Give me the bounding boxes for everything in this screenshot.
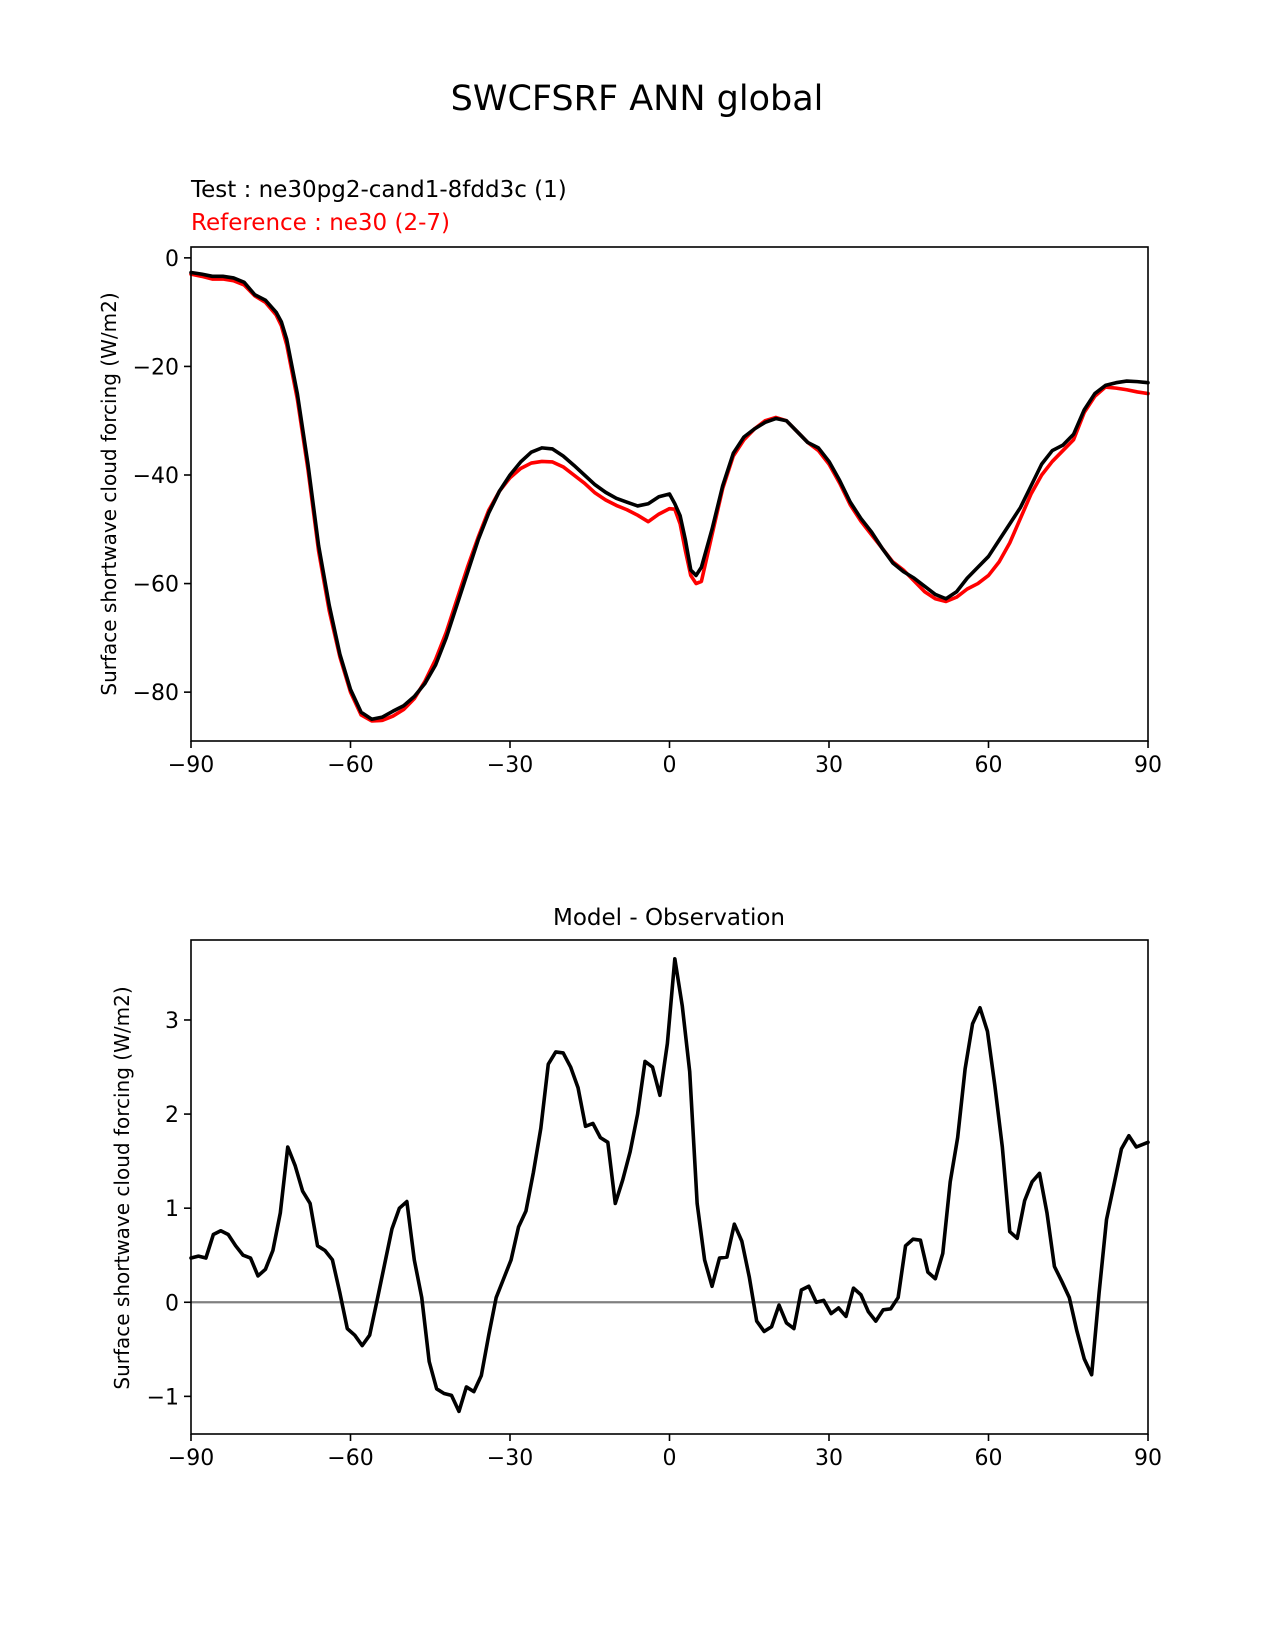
top-series-0-line xyxy=(189,270,1150,722)
top-x-tick-label: 0 xyxy=(663,753,677,778)
bottom-panel: Model - Observation Surface shortwave cl… xyxy=(110,905,1162,1471)
bottom-panel-title: Model - Observation xyxy=(553,905,785,931)
top-plot-area: −90 −60 −30 0 30 60 90 0 −20 −40 −60 −80 xyxy=(133,246,1162,778)
bottom-y-tick-label: 2 xyxy=(165,1103,179,1128)
test-label: Test : ne30pg2-cand1-8fdd3c (1) xyxy=(190,177,567,203)
reference-label: Reference : ne30 (2-7) xyxy=(191,210,450,236)
top-y-axis-label: Surface shortwave cloud forcing (W/m2) xyxy=(97,292,121,695)
bottom-x-tick-label: 90 xyxy=(1134,1446,1162,1471)
bottom-x-tick-label: −60 xyxy=(327,1446,373,1471)
bottom-x-tick-label: 0 xyxy=(663,1446,677,1471)
top-x-tick-label: −90 xyxy=(168,753,214,778)
bottom-y-axis-label: Surface shortwave cloud forcing (W/m2) xyxy=(110,986,134,1389)
top-x-tick-label: −60 xyxy=(327,753,373,778)
bottom-x-tick-label: 60 xyxy=(975,1446,1003,1471)
bottom-x-tick-label: −30 xyxy=(487,1446,533,1471)
top-x-tick-label: 30 xyxy=(815,753,843,778)
figure-title: SWCFSRF ANN global xyxy=(451,79,824,119)
bottom-y-tick-label: 0 xyxy=(165,1291,179,1316)
top-panel: Test : ne30pg2-cand1-8fdd3c (1) Referenc… xyxy=(97,177,1162,778)
bottom-y-tick-label: 1 xyxy=(165,1197,179,1222)
bottom-x-tick-label: 30 xyxy=(815,1446,843,1471)
top-y-tick-label: 0 xyxy=(165,247,179,272)
bottom-y-tick-label: −1 xyxy=(147,1385,179,1410)
top-x-tick-label: 60 xyxy=(975,753,1003,778)
top-y-tick-label: −40 xyxy=(133,464,179,489)
bottom-x-tick-label: −90 xyxy=(168,1446,214,1471)
top-x-tick-label: 90 xyxy=(1134,753,1162,778)
top-x-tick-label: −30 xyxy=(487,753,533,778)
top-y-tick-label: −60 xyxy=(133,573,179,598)
top-y-tick-label: −20 xyxy=(133,355,179,380)
top-y-tick-label: −80 xyxy=(133,681,179,706)
bottom-plot-area: −90 −60 −30 0 30 60 90 3 2 1 0 −1 xyxy=(147,939,1162,1471)
bottom-y-tick-label: 3 xyxy=(165,1009,179,1034)
bottom-series-0-line xyxy=(189,957,1150,1414)
